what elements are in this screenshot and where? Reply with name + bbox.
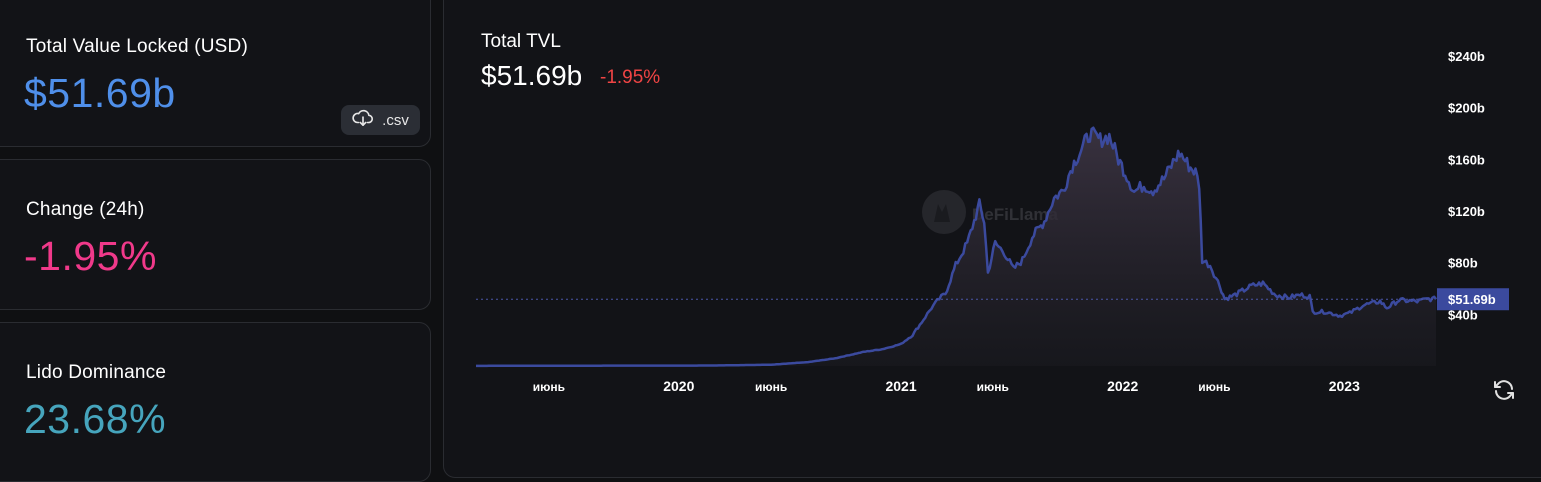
x-tick-label: 2023 [1329, 378, 1360, 394]
change-card [0, 159, 431, 310]
x-tick-label: июнь [533, 380, 565, 394]
tvl-value: $51.69b [24, 70, 176, 116]
csv-button-label: .csv [382, 111, 409, 129]
x-tick-label: 2020 [663, 378, 694, 394]
chart-total-value: $51.69b [481, 60, 583, 91]
y-tick-label: $240b [1448, 49, 1485, 64]
defillama-watermark: DeFiLlama [922, 190, 1059, 234]
x-tick-label: 2021 [885, 378, 916, 394]
x-tick-label: июнь [1198, 380, 1230, 394]
x-axis-ticks: июнь 2020 июнь 2021 июнь 2022 июнь 2023 [533, 378, 1360, 394]
y-tick-label: $120b [1448, 204, 1485, 219]
change-value: -1.95% [24, 233, 157, 279]
y-tick-label: $40b [1448, 307, 1478, 322]
current-value-badge-bg [1437, 288, 1509, 311]
watermark-text: DeFiLlama [972, 205, 1059, 224]
download-csv-button[interactable]: .csv [341, 105, 420, 135]
dominance-card [0, 322, 431, 482]
dominance-label: Lido Dominance [26, 362, 167, 383]
chart-change-value: -1.95% [600, 67, 661, 88]
current-value-badge-label: $51.69b [1448, 292, 1496, 307]
refresh-icon [1494, 380, 1514, 400]
tvl-label: Total Value Locked (USD) [26, 36, 248, 57]
x-tick-label: 2022 [1107, 378, 1138, 394]
area-layer [476, 126, 1437, 368]
tvl-series-line [476, 126, 1437, 368]
change-label: Change (24h) [26, 199, 145, 220]
y-tick-label: $160b [1448, 152, 1485, 167]
refresh-button[interactable] [1492, 378, 1516, 402]
tvl-area-fill [476, 127, 1436, 366]
chart-title: Total TVL [481, 31, 561, 52]
x-tick-label: июнь [977, 380, 1009, 394]
x-tick-label: июнь [755, 380, 787, 394]
y-axis-ticks: $40b $80b $120b $160b $200b $240b [1448, 49, 1485, 322]
chart-panel [443, 0, 1541, 478]
dominance-value: 23.68% [24, 396, 167, 442]
y-tick-label: $80b [1448, 256, 1478, 271]
cloud-download-icon [352, 109, 374, 131]
y-tick-label: $200b [1448, 101, 1485, 116]
current-value-badge: $51.69b [1437, 288, 1509, 311]
tvl-chart[interactable]: DeFiLlama июнь 2020 июнь 2021 июнь 2022 июнь 20… [0, 0, 1541, 462]
